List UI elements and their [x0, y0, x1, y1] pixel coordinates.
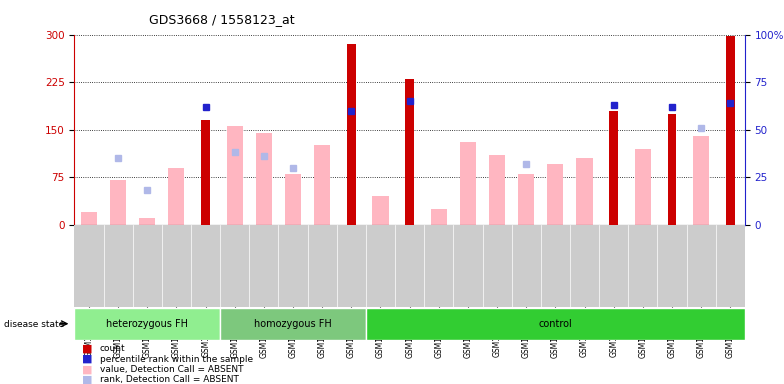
- Bar: [140, 218, 155, 225]
- Bar: [430, 209, 447, 225]
- Bar: [693, 136, 709, 225]
- Bar: [227, 126, 243, 225]
- Text: percentile rank within the sample: percentile rank within the sample: [100, 354, 252, 364]
- Bar: [201, 120, 210, 225]
- Bar: [576, 158, 593, 225]
- Bar: [74, 308, 220, 340]
- Text: ■: ■: [82, 354, 93, 364]
- Bar: [347, 44, 356, 225]
- Bar: [169, 168, 184, 225]
- Text: value, Detection Call = ABSENT: value, Detection Call = ABSENT: [100, 365, 243, 374]
- Bar: [635, 149, 651, 225]
- Bar: [285, 174, 301, 225]
- Bar: [256, 133, 272, 225]
- Text: count: count: [100, 344, 125, 353]
- Text: homozygous FH: homozygous FH: [254, 319, 332, 329]
- Text: GDS3668 / 1558123_at: GDS3668 / 1558123_at: [149, 13, 295, 26]
- Text: rank, Detection Call = ABSENT: rank, Detection Call = ABSENT: [100, 375, 238, 384]
- Bar: [518, 174, 534, 225]
- Bar: [111, 180, 126, 225]
- Bar: [372, 196, 389, 225]
- Text: ■: ■: [82, 375, 93, 384]
- Text: ■: ■: [82, 344, 93, 354]
- Bar: [547, 164, 564, 225]
- Text: heterozygous FH: heterozygous FH: [107, 319, 188, 329]
- Bar: [460, 142, 476, 225]
- Text: control: control: [539, 319, 572, 329]
- Bar: [726, 36, 735, 225]
- Text: ■: ■: [82, 364, 93, 374]
- Bar: [314, 146, 330, 225]
- Bar: [81, 212, 97, 225]
- Bar: [667, 114, 677, 225]
- Text: disease state: disease state: [4, 319, 64, 329]
- Bar: [405, 79, 414, 225]
- Bar: [489, 155, 505, 225]
- Bar: [609, 111, 618, 225]
- Bar: [220, 308, 366, 340]
- Bar: [366, 308, 745, 340]
